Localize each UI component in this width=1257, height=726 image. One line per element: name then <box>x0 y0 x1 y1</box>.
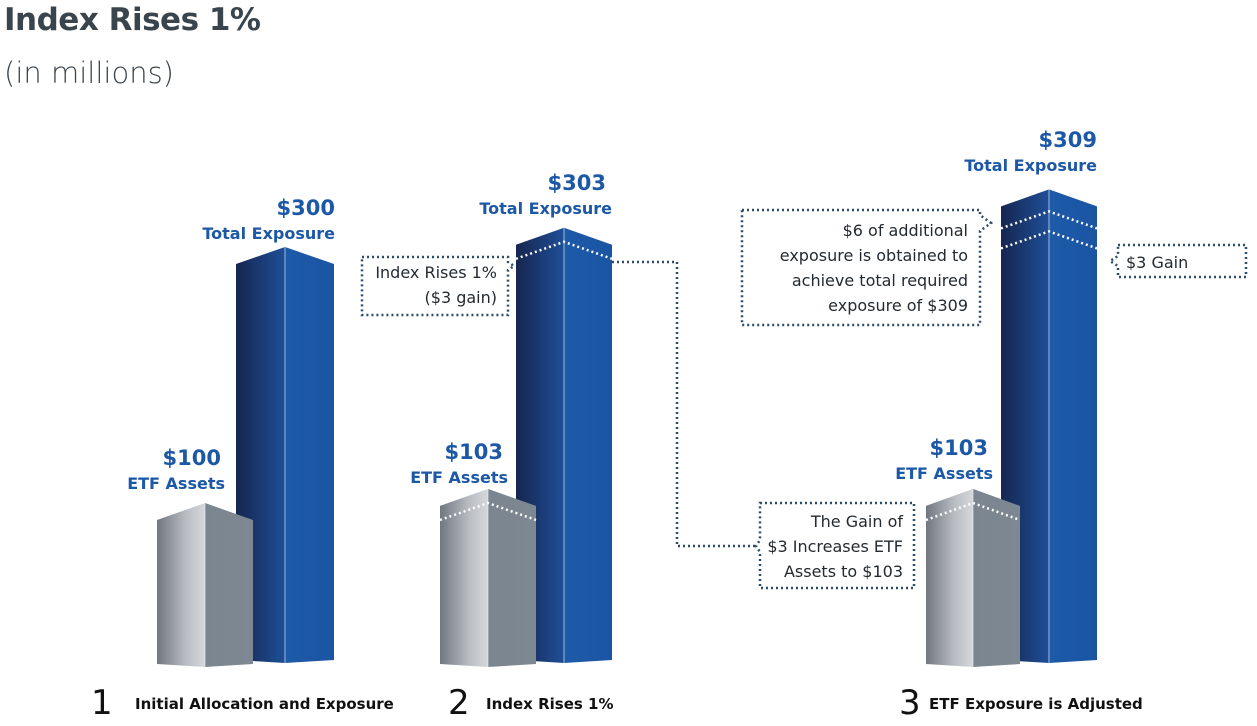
exposure-gain-line-3b <box>1000 230 1098 250</box>
assets-bar-2-right-face <box>488 488 536 667</box>
assets-bar-2-left-face <box>440 488 488 667</box>
step1-number: 1 <box>91 683 113 723</box>
step3-label: ETF Exposure is Adjusted <box>929 695 1143 713</box>
callout-additional-line-1: $6 of additional <box>843 221 968 240</box>
exposure-bar-3-right-face <box>1049 189 1097 663</box>
step1-assets-value: $100 <box>163 446 221 470</box>
step3-assets-label: ETF Assets <box>895 464 993 483</box>
exposure-gain-line-2 <box>515 240 613 260</box>
step3-exposure-value: $309 <box>1039 128 1097 152</box>
callout-additional-line-3: achieve total required <box>792 271 968 290</box>
callout-gain3-line-1: $3 Gain <box>1126 253 1188 272</box>
step2-number: 2 <box>448 683 470 723</box>
step2-label: Index Rises 1% <box>486 695 613 713</box>
page-title: Index Rises 1% <box>4 2 261 38</box>
callout-additional-line-2: exposure is obtained to <box>780 246 968 265</box>
assets-gain-line-3 <box>925 501 1021 522</box>
leader-line <box>612 260 760 548</box>
step1-exposure-label: Total Exposure <box>202 224 335 243</box>
callout-index-rise: Index Rises 1% ($3 gain) <box>360 255 517 317</box>
assets-bar-1-right-face <box>205 503 253 667</box>
callout-gain-line-3: Assets to $103 <box>784 562 903 581</box>
gain-lines-layer <box>439 210 1098 522</box>
callout-additional-line-4: exposure of $309 <box>828 296 968 315</box>
exposure-bar-1-right-face <box>285 247 334 663</box>
exposure-bar-1 <box>236 247 334 663</box>
step3-assets-value: $103 <box>930 436 988 460</box>
assets-gain-line-2 <box>439 501 537 522</box>
step1-assets-label: ETF Assets <box>127 474 225 493</box>
exposure-bar-2-right-face <box>564 227 612 664</box>
step2-assets-label: ETF Assets <box>410 468 508 487</box>
callout-gain-line-1: The Gain of <box>810 512 904 531</box>
callout-index-rise-line-1: Index Rises 1% <box>375 263 497 282</box>
exposure-gain-line-3a <box>1000 210 1098 230</box>
callout-gain-line-2: $3 Increases ETF <box>767 537 903 556</box>
assets-bar-3 <box>926 488 1020 667</box>
assets-bar-3-left-face <box>926 488 973 667</box>
step2-assets-value: $103 <box>445 440 503 464</box>
bars-layer <box>157 189 1097 667</box>
step3-exposure-label: Total Exposure <box>964 156 1097 175</box>
callout-index-rise-line-2: ($3 gain) <box>425 288 497 307</box>
page-subtitle: (in millions) <box>4 56 174 90</box>
step3-number: 3 <box>899 683 921 723</box>
step1-exposure-value: $300 <box>277 196 335 220</box>
callout-additional-exposure: $6 of additional exposure is obtained to… <box>740 208 994 327</box>
step2-exposure-label: Total Exposure <box>479 199 612 218</box>
step1-label: Initial Allocation and Exposure <box>135 695 394 713</box>
step2-exposure-value: $303 <box>548 171 606 195</box>
callout-gain-3: $3 Gain <box>1107 243 1248 279</box>
assets-bar-1-left-face <box>157 503 205 667</box>
assets-bar-2 <box>440 488 536 667</box>
assets-bar-3-right-face <box>973 488 1020 667</box>
callout-gain-increase: The Gain of $3 Increases ETF Assets to $… <box>754 501 916 590</box>
assets-bar-1 <box>157 503 253 667</box>
